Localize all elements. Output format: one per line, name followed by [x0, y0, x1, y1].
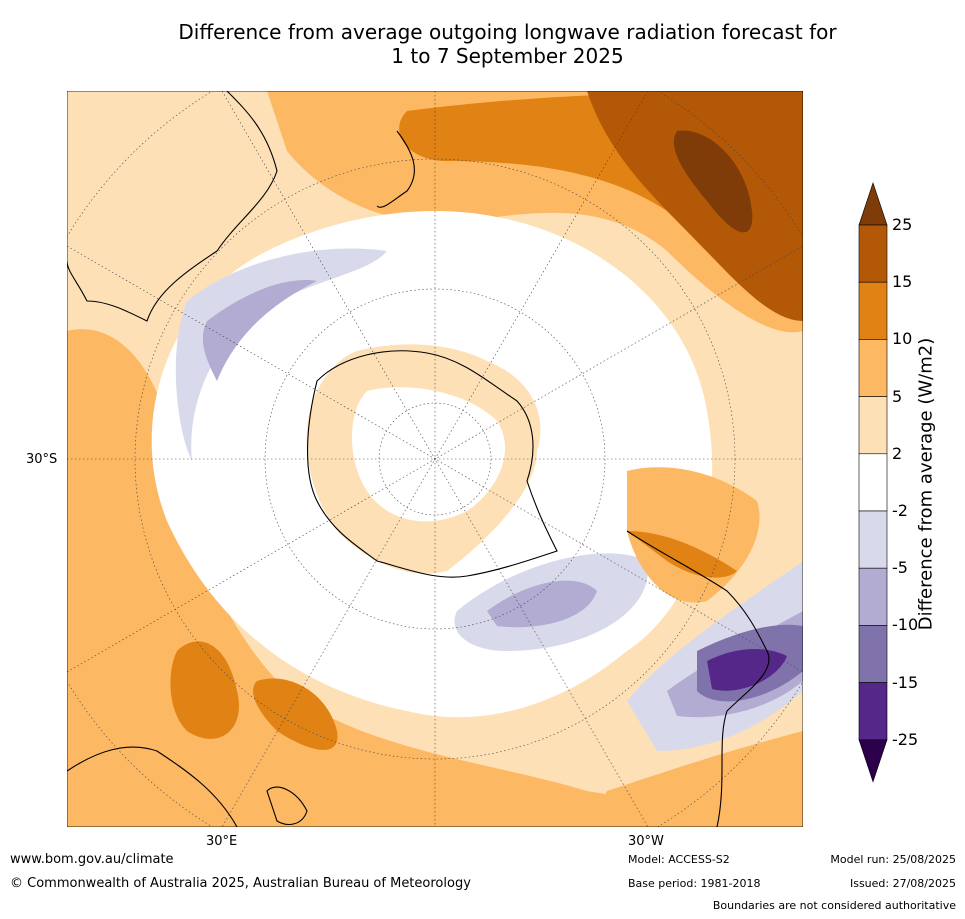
- lon-label-30w: 30°W: [628, 834, 664, 849]
- website-link[interactable]: www.bom.gov.au/climate: [10, 852, 174, 867]
- disclaimer-text: Boundaries are not considered authoritat…: [712, 899, 956, 912]
- anomaly-darkestpurple-right: [707, 649, 787, 691]
- colorbar-swatch: [858, 453, 888, 512]
- anomaly-darkorange-right: [627, 531, 737, 578]
- colorbar-swatch: [858, 396, 888, 455]
- title-line-2: 1 to 7 September 2025: [391, 44, 624, 68]
- colorbar-swatch: [858, 567, 888, 626]
- model-run-text: Model run: 25/08/2025: [830, 853, 956, 866]
- madagascar-coast: [266, 786, 308, 825]
- colorbar-swatch: [858, 625, 888, 683]
- colorbar-tick-label: 25: [892, 215, 913, 234]
- anomaly-purple-left: [202, 280, 317, 381]
- anomaly-darkorange-bl2: [253, 678, 338, 750]
- coastlines: [67, 91, 770, 827]
- model-text: Model: ACCESS-S2: [628, 853, 730, 866]
- anomaly-orange-outer-left: [67, 329, 803, 827]
- south-america-coast: [626, 530, 770, 827]
- anomaly-darkorange-bl1: [170, 641, 239, 739]
- colorbar-swatch: [858, 224, 888, 283]
- anomaly-lightpurple-left: [175, 248, 387, 461]
- colorbar-tick-label: -15: [892, 672, 919, 692]
- colorbar-extend-top: [858, 182, 888, 226]
- colorbar-swatch: [858, 682, 888, 741]
- colorbar-tick-label: 15: [892, 272, 913, 292]
- issued-text: Issued: 27/08/2025: [849, 877, 956, 890]
- colorbar-tick-label: 10: [892, 329, 913, 349]
- colorbar-tick-label: -2: [892, 501, 908, 520]
- colorbar-swatch: [858, 510, 888, 569]
- colorbar: [858, 182, 888, 783]
- colorbar-title: Difference from average (W/m2): [915, 337, 937, 631]
- polar-map: [67, 91, 803, 827]
- colorbar-swatch: [858, 339, 888, 397]
- colorbar-extend-bottom: [858, 739, 888, 783]
- anomaly-darkest-top: [673, 130, 753, 233]
- base-period-text: Base period: 1981-2018: [628, 877, 761, 890]
- copyright-text: © Commonwealth of Australia 2025, Austra…: [10, 876, 471, 891]
- antarctica-coast: [307, 350, 558, 578]
- colorbar-swatch: [858, 281, 888, 340]
- colorbar-tick-label: 2: [892, 443, 903, 463]
- colorbar-tick-label: -10: [892, 615, 919, 635]
- anomaly-orange-bottomright: [587, 731, 803, 827]
- africa-coast: [67, 746, 238, 827]
- graticule: [67, 91, 803, 827]
- colorbar-tick-label: -25: [892, 729, 919, 749]
- antarctica-interior-white: [352, 387, 506, 522]
- title-line-1: Difference from average outgoing longwav…: [178, 20, 837, 44]
- australia-coast: [67, 91, 278, 322]
- lat-label-30s: 30°S: [26, 452, 58, 467]
- chart-title: Difference from average outgoing longwav…: [0, 20, 965, 68]
- new-zealand-coast: [376, 130, 415, 208]
- lon-label-30e: 30°E: [206, 834, 238, 849]
- colorbar-tick-label: 5: [892, 386, 903, 406]
- anomaly-purple-mid: [487, 580, 597, 628]
- anomaly-brown-top: [587, 91, 803, 321]
- colorbar-tick-label: -5: [892, 558, 908, 578]
